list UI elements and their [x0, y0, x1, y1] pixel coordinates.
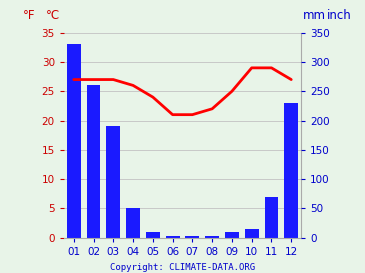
Bar: [67, 44, 81, 238]
Text: °F: °F: [23, 9, 35, 22]
Bar: [126, 208, 140, 238]
Bar: [265, 197, 278, 238]
Bar: [284, 103, 298, 238]
Bar: [205, 236, 219, 238]
Text: inch: inch: [327, 9, 352, 22]
Bar: [245, 229, 259, 238]
Text: Copyright: CLIMATE-DATA.ORG: Copyright: CLIMATE-DATA.ORG: [110, 263, 255, 272]
Text: mm: mm: [302, 9, 326, 22]
Bar: [146, 232, 160, 238]
Text: °C: °C: [46, 9, 60, 22]
Bar: [106, 126, 120, 238]
Bar: [185, 236, 199, 238]
Bar: [225, 232, 239, 238]
Bar: [166, 236, 180, 238]
Bar: [87, 85, 100, 238]
